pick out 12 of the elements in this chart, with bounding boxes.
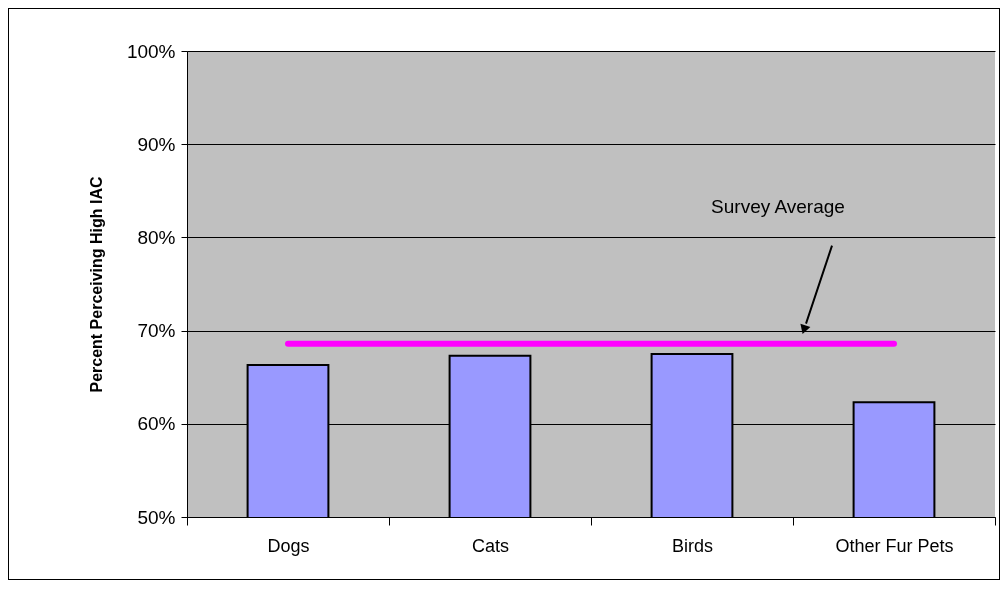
x-tick-label: Dogs <box>267 535 310 556</box>
y-axis-title: Percent Perceiving High IAC <box>87 176 105 393</box>
y-tick-label: 80% <box>137 226 176 248</box>
x-tick-label: Birds <box>671 535 714 556</box>
x-tick-label: Other Fur Pets <box>835 535 954 556</box>
y-tick-label: 100% <box>126 40 176 62</box>
y-tick-label: 70% <box>137 320 176 342</box>
y-tick-label: 60% <box>137 413 176 435</box>
annotation: Survey Average <box>711 195 845 217</box>
y-tick-label: 50% <box>137 506 176 528</box>
x-tick-label: Cats <box>471 535 510 556</box>
y-tick-label: 90% <box>137 133 176 155</box>
